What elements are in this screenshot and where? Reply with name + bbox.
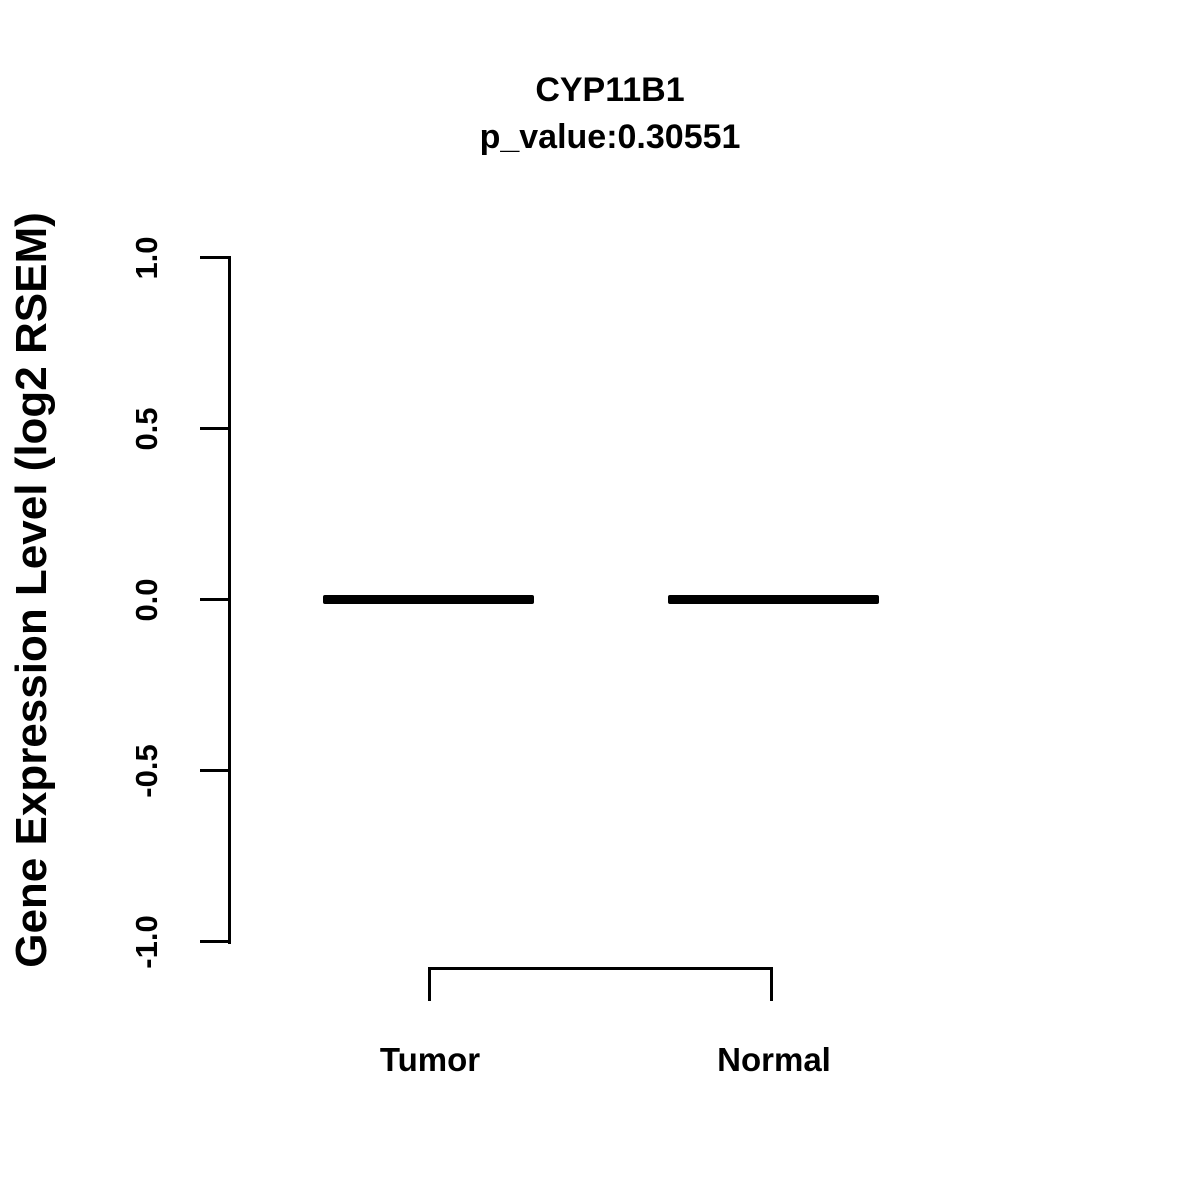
y-tick-label: -0.5: [129, 744, 164, 798]
chart-title: CYP11B1: [535, 71, 685, 109]
y-axis-line: [228, 256, 231, 944]
group-label-normal: Normal: [717, 1041, 831, 1078]
y-tick-label: 0.0: [129, 578, 164, 622]
chart-subtitle-pvalue: p_value:0.30551: [479, 118, 741, 156]
y-tick-label: 1.0: [129, 236, 164, 280]
y-tick-mark: [200, 940, 228, 943]
y-tick-mark: [200, 256, 228, 259]
y-tick-label: 0.5: [129, 407, 164, 451]
comparison-bracket-right-end: [770, 967, 773, 1001]
y-tick-mark: [200, 427, 228, 430]
y-tick-mark: [200, 598, 228, 601]
normal-median-line: [668, 595, 879, 604]
group-label-tumor: Tumor: [379, 1041, 481, 1078]
comparison-bracket-horizontal: [428, 967, 773, 970]
comparison-bracket-left-end: [428, 967, 431, 1001]
y-tick-label: -1.0: [129, 915, 164, 969]
y-tick-mark: [200, 769, 228, 772]
y-axis-title: Gene Expression Level (log2 RSEM): [7, 212, 56, 968]
tumor-median-line: [323, 595, 534, 604]
